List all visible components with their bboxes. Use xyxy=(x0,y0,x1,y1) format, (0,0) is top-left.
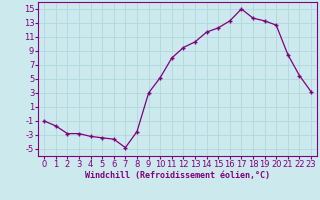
X-axis label: Windchill (Refroidissement éolien,°C): Windchill (Refroidissement éolien,°C) xyxy=(85,171,270,180)
